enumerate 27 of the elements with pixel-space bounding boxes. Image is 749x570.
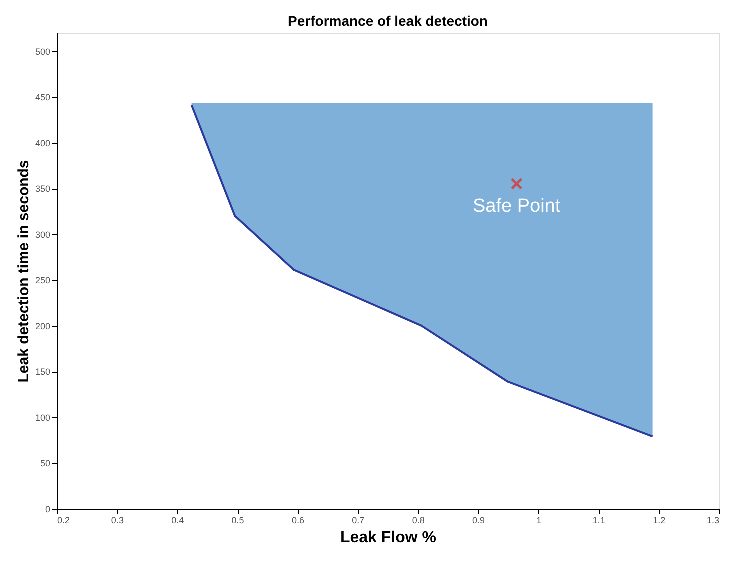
x-tick-label: 0.8 (412, 516, 425, 526)
x-tick-label: 1.2 (653, 516, 666, 526)
y-tick-label: 100 (35, 412, 50, 423)
x-tick-label: 0.6 (292, 516, 304, 526)
y-tick-label: 150 (35, 367, 50, 378)
x-tick-label: 0.4 (172, 516, 184, 526)
x-tick-label: 1 (536, 516, 542, 526)
y-tick-label: 250 (35, 276, 50, 286)
series-label: Safe Point (472, 196, 562, 218)
x-tick-label: 0.5 (232, 516, 244, 526)
y-tick-label: 500 (35, 46, 50, 57)
y-tick-label: 300 (35, 230, 50, 240)
y-tick-label: 0 (45, 504, 50, 514)
y-tick-label: 200 (35, 321, 50, 332)
chart-title: Performance of leak detection (288, 13, 488, 29)
y-tick-label: 50 (40, 458, 50, 469)
x-axis-title: Leak Flow % (340, 530, 437, 546)
x-tick-label: 0.7 (352, 516, 365, 526)
y-tick-label: 450 (35, 92, 50, 103)
x-tick-label: 1.3 (706, 516, 720, 526)
y-tick-label: 350 (35, 184, 50, 194)
y-tick-label: 400 (35, 138, 50, 148)
x-tick-label: 0.3 (111, 516, 124, 526)
x-tick-label: 0.2 (58, 516, 70, 526)
x-tick-label: 1.1 (592, 516, 606, 526)
y-axis-title: Leak detection time in seconds (15, 160, 32, 383)
x-tick-label: 0.9 (472, 516, 486, 526)
